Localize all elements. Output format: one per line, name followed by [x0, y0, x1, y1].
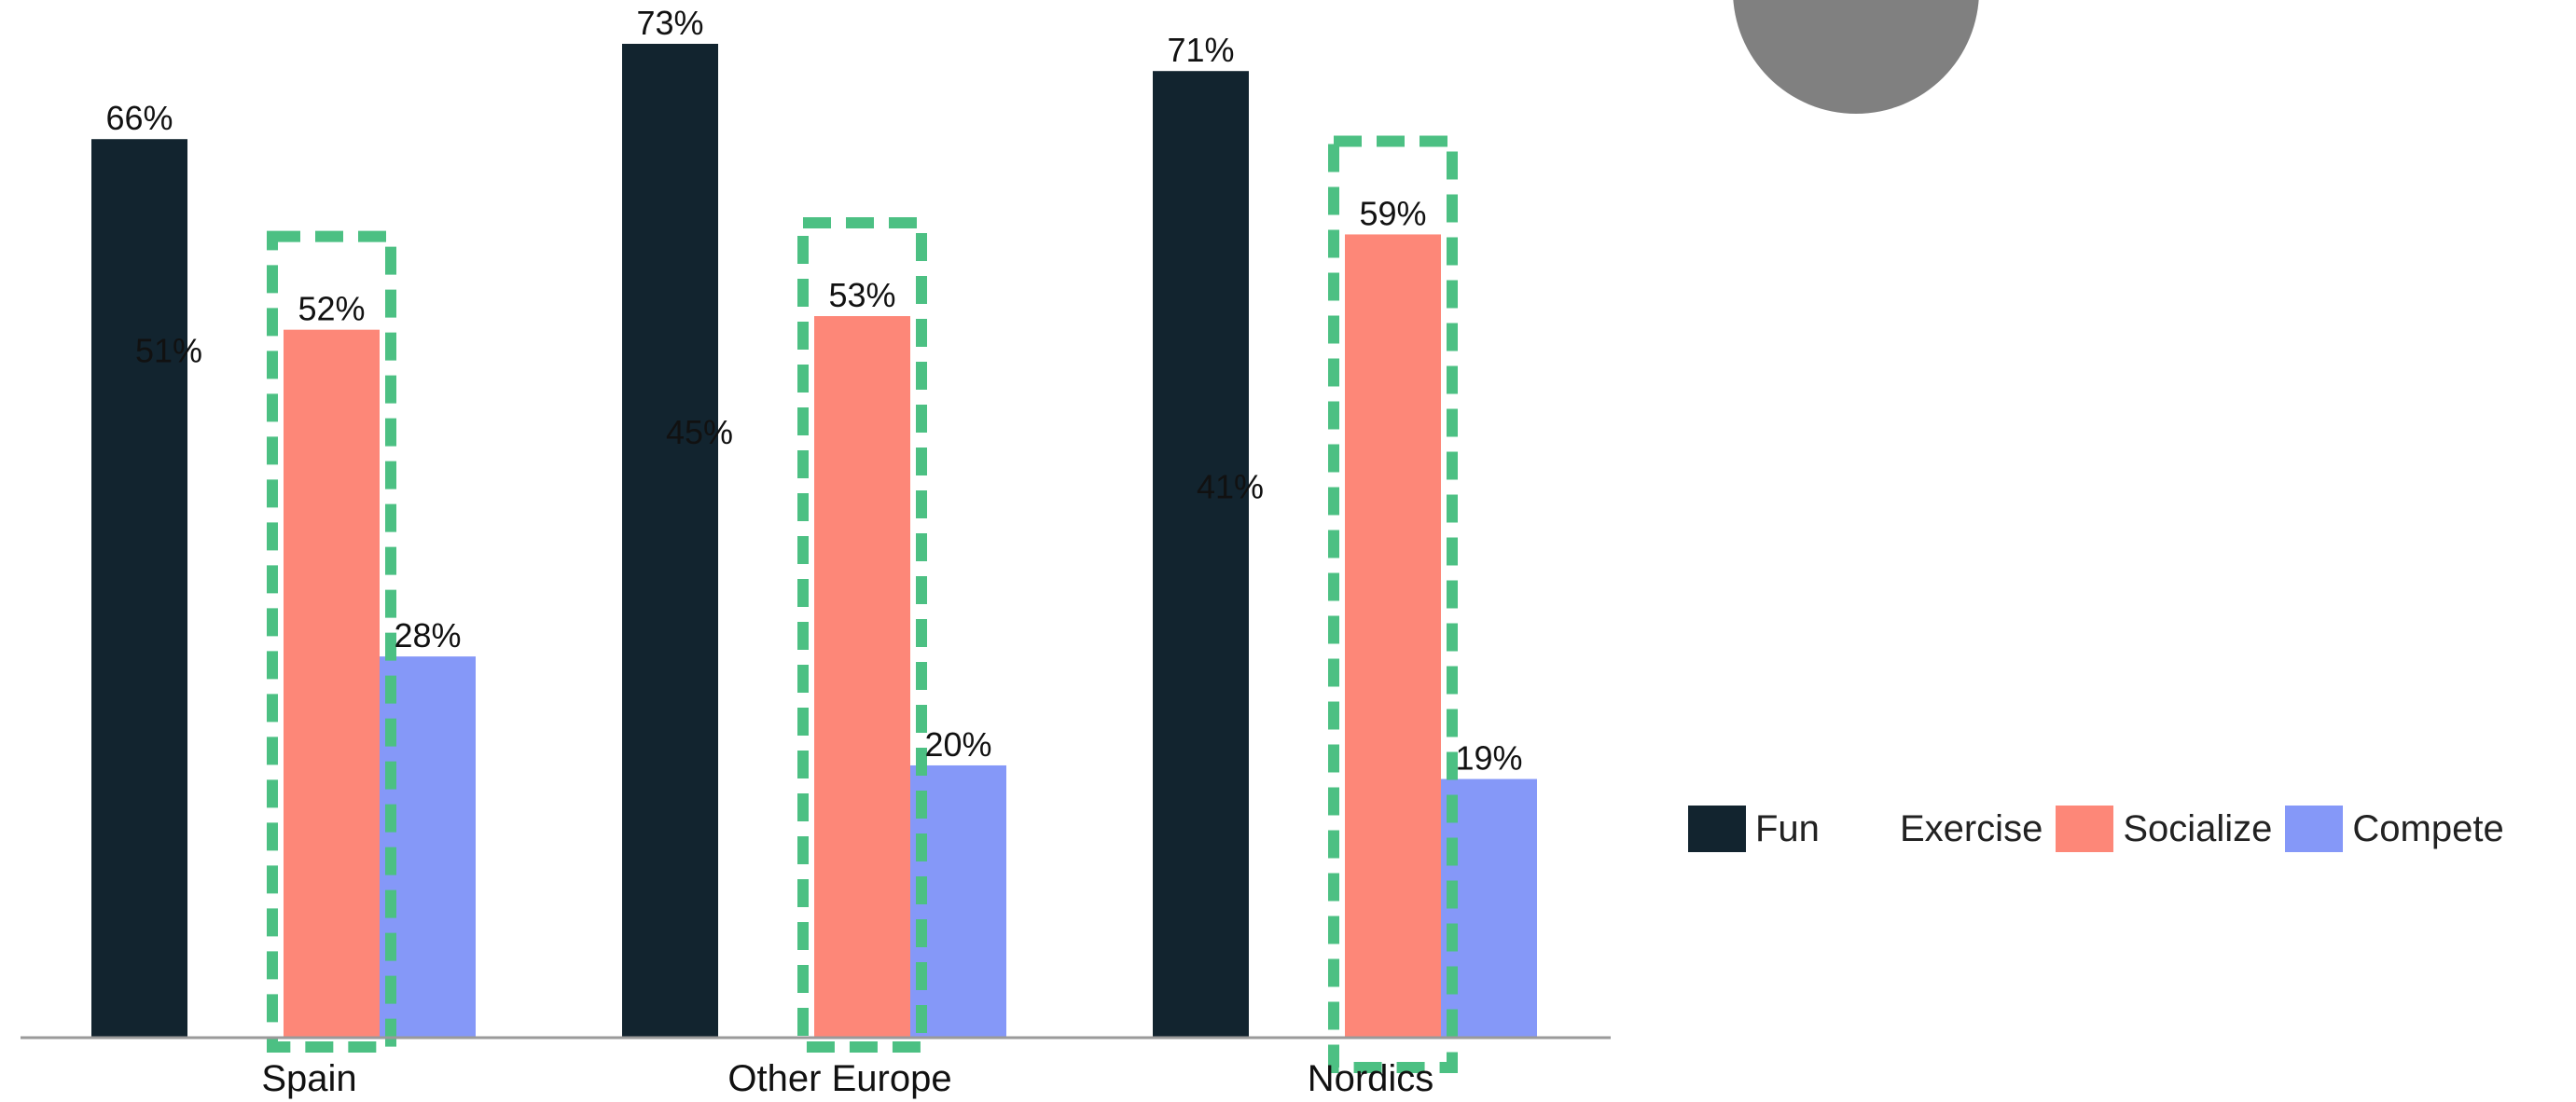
value-label-compete-other-europe: 20%: [924, 725, 991, 764]
legend-label-compete: Compete: [2352, 807, 2504, 849]
bar-fun-nordics: [1153, 71, 1249, 1039]
value-label-exercise-other-europe: 45%: [666, 413, 733, 451]
category-labels-layer: Spain Other Europe Nordics: [261, 1058, 1433, 1099]
category-label-other-europe: Other Europe: [727, 1058, 951, 1099]
value-label-fun-other-europe: 73%: [636, 4, 703, 42]
value-label-compete-spain: 28%: [394, 616, 461, 654]
bar-fun-spain: [91, 139, 187, 1038]
legend-item-compete: Compete: [2285, 806, 2504, 852]
bar-fun-other-europe: [622, 44, 718, 1038]
legend: Fun Exercise Socialize Compete: [1688, 804, 2504, 854]
bar-socialize-spain: [284, 329, 380, 1038]
legend-item-socialize: Socialize: [2056, 806, 2272, 852]
value-label-exercise-spain: 51%: [135, 331, 202, 369]
value-label-exercise-nordics: 41%: [1197, 467, 1264, 505]
value-label-socialize-spain: 52%: [298, 290, 365, 328]
value-label-socialize-other-europe: 53%: [828, 276, 895, 314]
value-label-compete-nordics: 19%: [1455, 739, 1522, 778]
category-label-spain: Spain: [261, 1058, 356, 1099]
legend-label-fun: Fun: [1755, 807, 1820, 849]
bar-socialize-nordics: [1345, 234, 1441, 1038]
legend-swatch-fun: [1688, 806, 1746, 852]
highlight-box-spain: [267, 230, 396, 1053]
bars-layer: [91, 44, 1537, 1039]
category-label-nordics: Nordics: [1308, 1058, 1434, 1099]
legend-label-exercise: Exercise: [1899, 807, 2043, 849]
legend-item-exercise: Exercise: [1900, 808, 2043, 850]
legend-label-socialize: Socialize: [2123, 807, 2273, 849]
legend-item-fun: Fun: [1688, 806, 1820, 852]
bar-socialize-other-europe: [814, 316, 910, 1038]
highlight-boxes-layer: [267, 135, 1458, 1073]
legend-swatch-socialize: [2056, 806, 2114, 852]
highlight-box-other-europe: [797, 217, 927, 1053]
legend-swatch-compete: [2285, 806, 2344, 852]
value-labels-layer: 66% 51% 52% 28% 73% 45% 53% 20% 71% 41% 59% 19%: [105, 4, 1522, 778]
value-label-fun-nordics: 71%: [1167, 31, 1234, 69]
value-label-socialize-nordics: 59%: [1359, 194, 1426, 232]
decorative-circle: [1733, 0, 1979, 114]
value-label-fun-spain: 66%: [105, 99, 173, 137]
highlight-box-nordics: [1328, 135, 1458, 1073]
